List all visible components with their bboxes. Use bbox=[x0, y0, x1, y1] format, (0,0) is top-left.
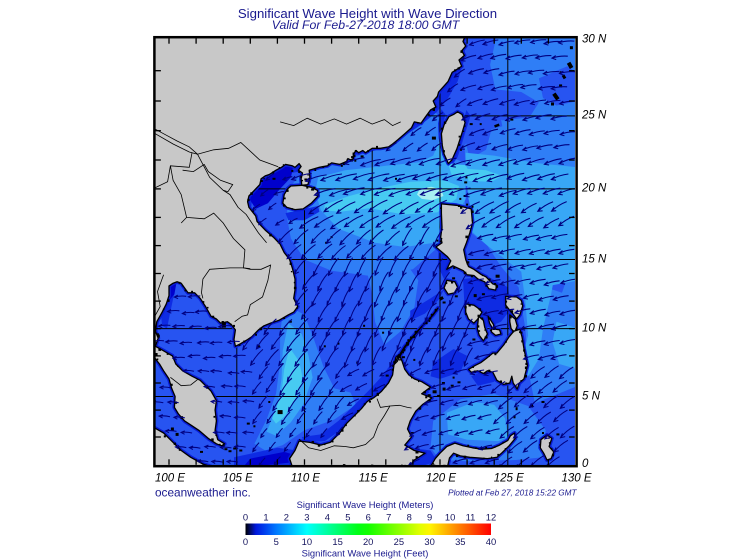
svg-text:oceanweather inc.: oceanweather inc. bbox=[155, 486, 251, 500]
svg-text:105 E: 105 E bbox=[223, 473, 253, 485]
svg-text:0: 0 bbox=[243, 512, 248, 523]
svg-text:0: 0 bbox=[243, 536, 248, 547]
svg-text:100 E: 100 E bbox=[155, 473, 185, 485]
svg-text:125 E: 125 E bbox=[494, 473, 524, 485]
svg-text:40: 40 bbox=[486, 536, 496, 547]
svg-text:20: 20 bbox=[363, 536, 373, 547]
svg-text:8: 8 bbox=[407, 512, 412, 523]
svg-text:Significant Wave Height (Feet): Significant Wave Height (Feet) bbox=[302, 547, 429, 558]
svg-text:25 N: 25 N bbox=[581, 110, 607, 122]
svg-text:12: 12 bbox=[486, 512, 496, 523]
svg-text:30 N: 30 N bbox=[582, 34, 607, 46]
svg-text:4: 4 bbox=[325, 512, 330, 523]
svg-text:20 N: 20 N bbox=[581, 183, 607, 195]
svg-text:11: 11 bbox=[466, 512, 476, 523]
svg-text:15 N: 15 N bbox=[582, 253, 607, 265]
svg-text:9: 9 bbox=[427, 512, 432, 523]
svg-text:120 E: 120 E bbox=[426, 473, 456, 485]
svg-text:2: 2 bbox=[284, 512, 289, 523]
svg-text:110 E: 110 E bbox=[291, 473, 321, 485]
svg-text:1: 1 bbox=[263, 512, 268, 523]
svg-text:25: 25 bbox=[394, 536, 404, 547]
svg-text:3: 3 bbox=[304, 512, 309, 523]
svg-text:Plotted at Feb 27, 2018 15:22: Plotted at Feb 27, 2018 15:22 GMT bbox=[448, 488, 577, 497]
svg-text:10: 10 bbox=[445, 512, 455, 523]
svg-text:15: 15 bbox=[332, 536, 342, 547]
svg-text:6: 6 bbox=[366, 512, 371, 523]
svg-text:5: 5 bbox=[345, 512, 350, 523]
svg-text:130 E: 130 E bbox=[561, 473, 591, 485]
svg-text:7: 7 bbox=[386, 512, 391, 523]
svg-text:30: 30 bbox=[424, 536, 434, 547]
svg-text:5 N: 5 N bbox=[582, 390, 601, 402]
svg-text:Valid For Feb-27-2018 18:00 GM: Valid For Feb-27-2018 18:00 GMT bbox=[272, 18, 461, 32]
svg-text:10 N: 10 N bbox=[582, 322, 607, 334]
svg-text:35: 35 bbox=[455, 536, 465, 547]
svg-text:Significant Wave Height with W: Significant Wave Height with Wave Direct… bbox=[238, 6, 497, 21]
svg-text:5: 5 bbox=[274, 536, 279, 547]
svg-text:0: 0 bbox=[582, 458, 589, 470]
svg-text:115 E: 115 E bbox=[359, 473, 389, 485]
svg-text:Significant Wave Height (Meter: Significant Wave Height (Meters) bbox=[297, 499, 434, 510]
svg-text:10: 10 bbox=[302, 536, 312, 547]
